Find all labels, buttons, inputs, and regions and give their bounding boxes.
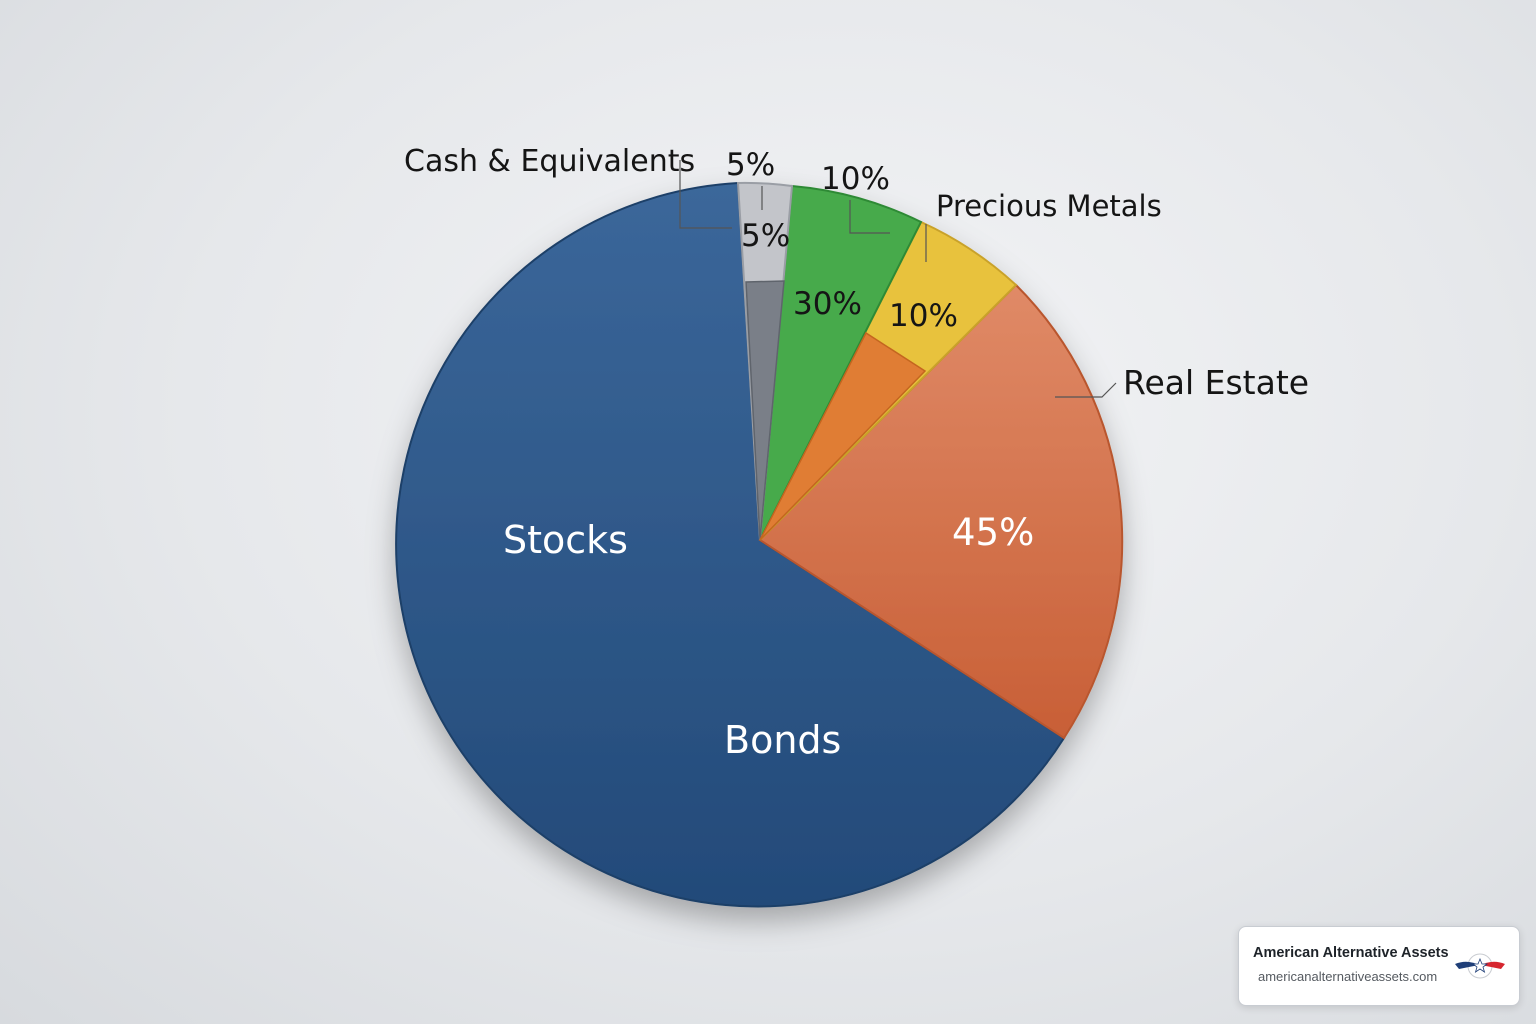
label-green-pct-top: 10% xyxy=(821,161,890,197)
label-real-estate-pct: 45% xyxy=(952,511,1034,554)
winged-star-logo-icon xyxy=(1455,953,1505,979)
label-precious-metals-pct: 10% xyxy=(889,298,958,334)
label-bonds: Bonds xyxy=(724,718,841,762)
label-green-pct: 30% xyxy=(793,286,862,322)
brand-badge[interactable]: American Alternative Assets americanalte… xyxy=(1238,926,1520,1006)
brand-name: American Alternative Assets xyxy=(1253,945,1449,961)
label-stocks: Stocks xyxy=(503,518,628,562)
leader-green-10 xyxy=(849,200,890,234)
slice-orange-inner xyxy=(759,331,927,541)
slice-real-estate xyxy=(758,283,1124,740)
leader-cash xyxy=(679,160,732,229)
slice-stocks-bonds xyxy=(395,181,1066,908)
label-cash-pct-inner: 5% xyxy=(741,218,790,254)
leader-real-estate xyxy=(1055,382,1117,398)
label-real-estate: Real Estate xyxy=(1123,363,1309,402)
label-precious-metals: Precious Metals xyxy=(936,189,1162,223)
label-cash-equivalents: Cash & Equivalents xyxy=(404,144,695,179)
brand-url[interactable]: americanalternativeassets.com xyxy=(1258,969,1438,984)
slice-green xyxy=(759,184,923,541)
label-cash-pct-top: 5% xyxy=(726,147,775,183)
slice-cash-inner xyxy=(745,280,785,541)
